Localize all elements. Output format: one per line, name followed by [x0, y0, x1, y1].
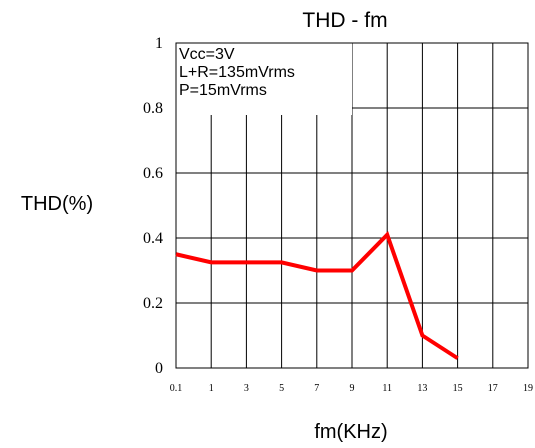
y-tick-label: 0	[155, 360, 163, 377]
y-tick-label: 0.2	[143, 295, 163, 312]
x-tick-label: 11	[382, 383, 392, 394]
chart-title: THD - fm	[302, 9, 387, 32]
annotation-line: Vcc=3V	[179, 46, 235, 63]
x-axis-label: fm(KHz)	[314, 421, 387, 443]
x-tick-label: 19	[523, 383, 533, 394]
y-tick-label: 0.4	[143, 230, 163, 247]
x-tick-label: 9	[350, 383, 355, 394]
x-tick-label: 1	[209, 383, 214, 394]
series-line	[175, 231, 459, 360]
x-tick-label: 0.1	[170, 383, 183, 394]
y-tick-label: 0.8	[143, 100, 163, 117]
x-tick-label: 15	[453, 383, 463, 394]
series-layer	[175, 231, 459, 360]
x-tick-label: 5	[279, 383, 284, 394]
x-tick-label: 17	[488, 383, 498, 394]
annotation-line: L+R=135mVrms	[179, 64, 295, 81]
y-tick-label: 0.6	[143, 165, 163, 182]
x-tick-label: 13	[417, 383, 427, 394]
y-tick-label: 1	[155, 35, 163, 52]
plot-frame	[175, 42, 529, 369]
y-axis-label: THD(%)	[21, 193, 93, 215]
annotation-box	[176, 43, 352, 115]
annotation-line: P=15mVrms	[179, 82, 267, 99]
x-tick-label: 7	[314, 383, 319, 394]
x-tick-label: 3	[244, 383, 249, 394]
